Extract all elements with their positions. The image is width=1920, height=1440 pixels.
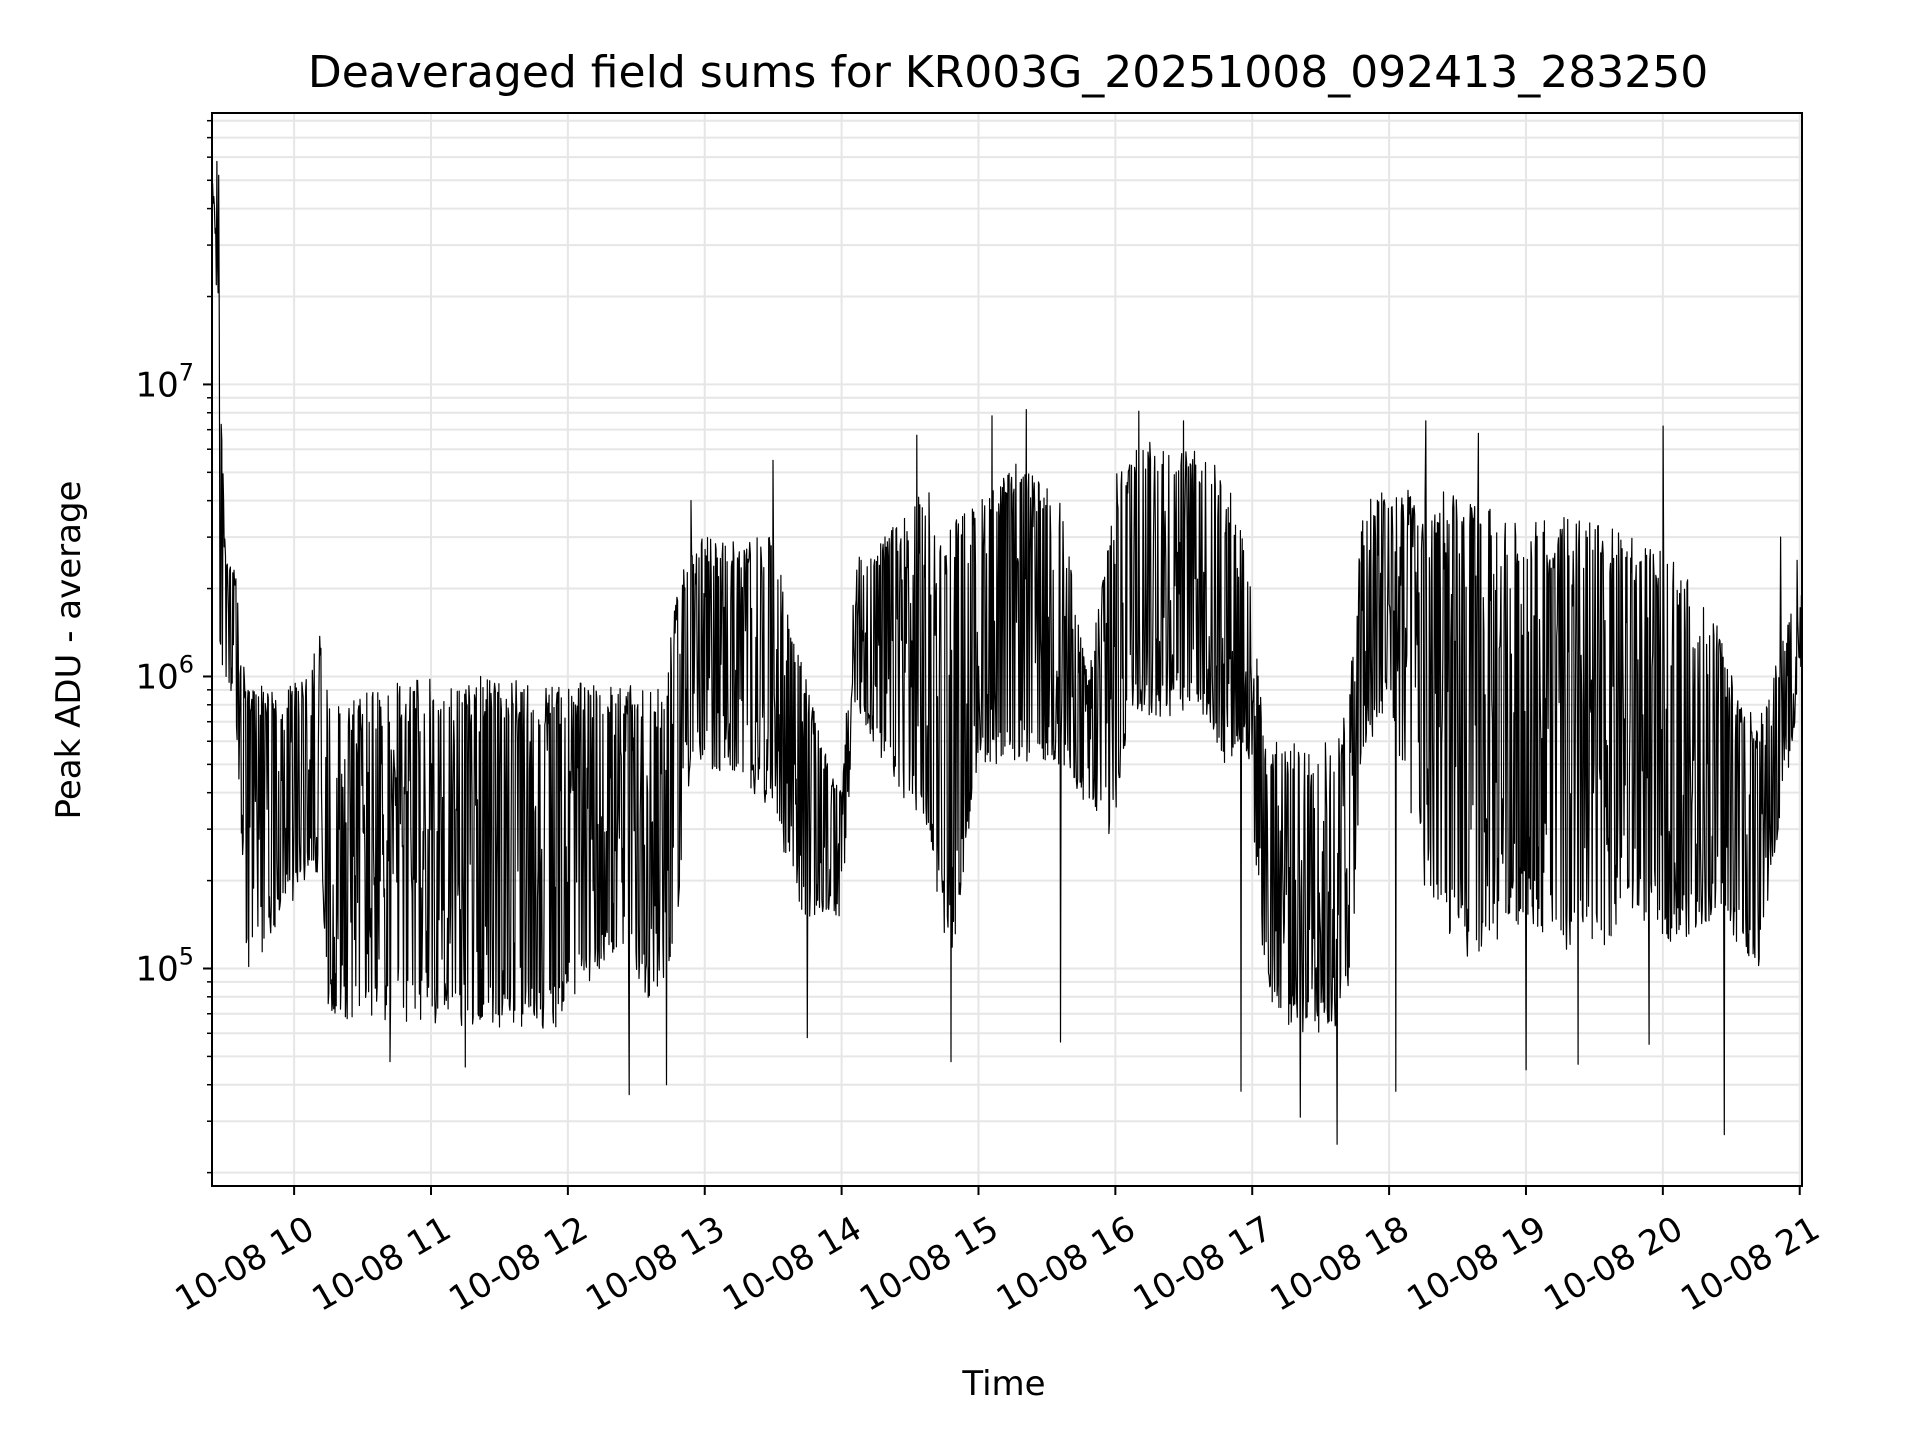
y-axis-label: Peak ADU - average: [49, 481, 89, 820]
y-tick-label: 107: [135, 358, 194, 405]
y-tick-label: 106: [135, 650, 194, 697]
series-line: [211, 160, 1803, 1145]
chart-title: Deaveraged field sums for KR003G_2025100…: [308, 47, 1708, 98]
y-axis: 105 106 107: [135, 119, 212, 1174]
plot-frame: [211, 112, 1803, 1187]
series-layer: [211, 160, 1803, 1145]
plot-area: [211, 112, 1803, 1187]
x-axis-label: Time: [961, 1364, 1045, 1404]
y-tick-label: 105: [135, 943, 194, 990]
